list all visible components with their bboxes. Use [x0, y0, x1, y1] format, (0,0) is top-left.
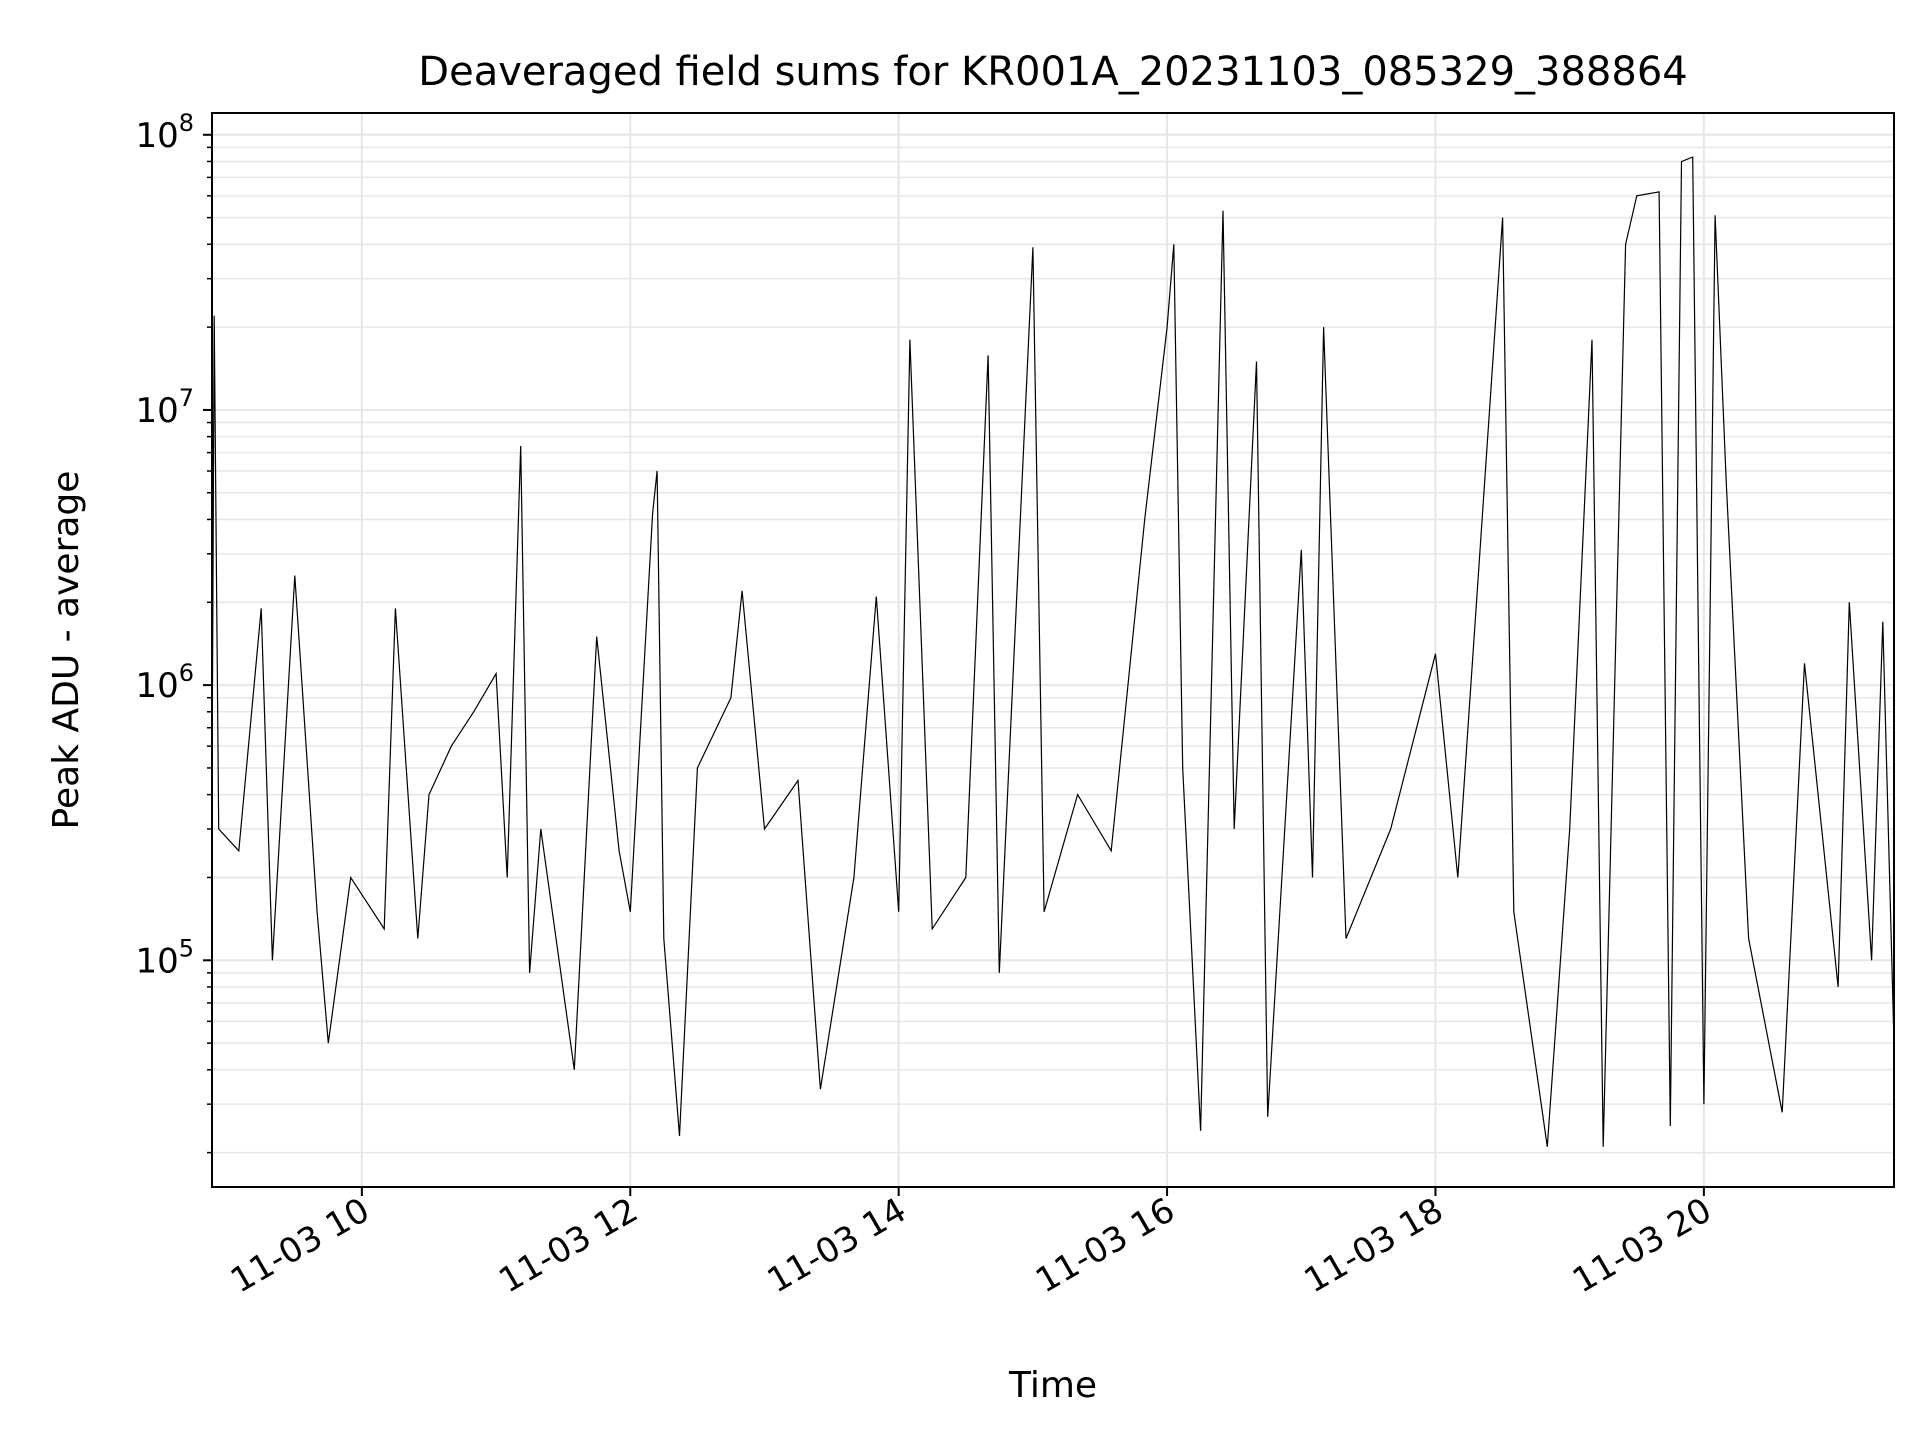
plot-frame	[211, 112, 1895, 1188]
plot-area	[211, 156, 1895, 1147]
grid	[212, 113, 1894, 1187]
y-axis-label: Peak ADU - average	[46, 471, 87, 830]
x-axis-label: Time	[1008, 1365, 1097, 1406]
chart-title: Deaveraged field sums for KR001A_2023110…	[418, 49, 1687, 95]
y-tick-label: 107	[135, 384, 194, 431]
y-tick-label: 108	[135, 109, 194, 156]
y-tick-label: 105	[135, 934, 194, 981]
y-tick-label: 106	[135, 659, 194, 706]
series-line	[211, 156, 1895, 1147]
